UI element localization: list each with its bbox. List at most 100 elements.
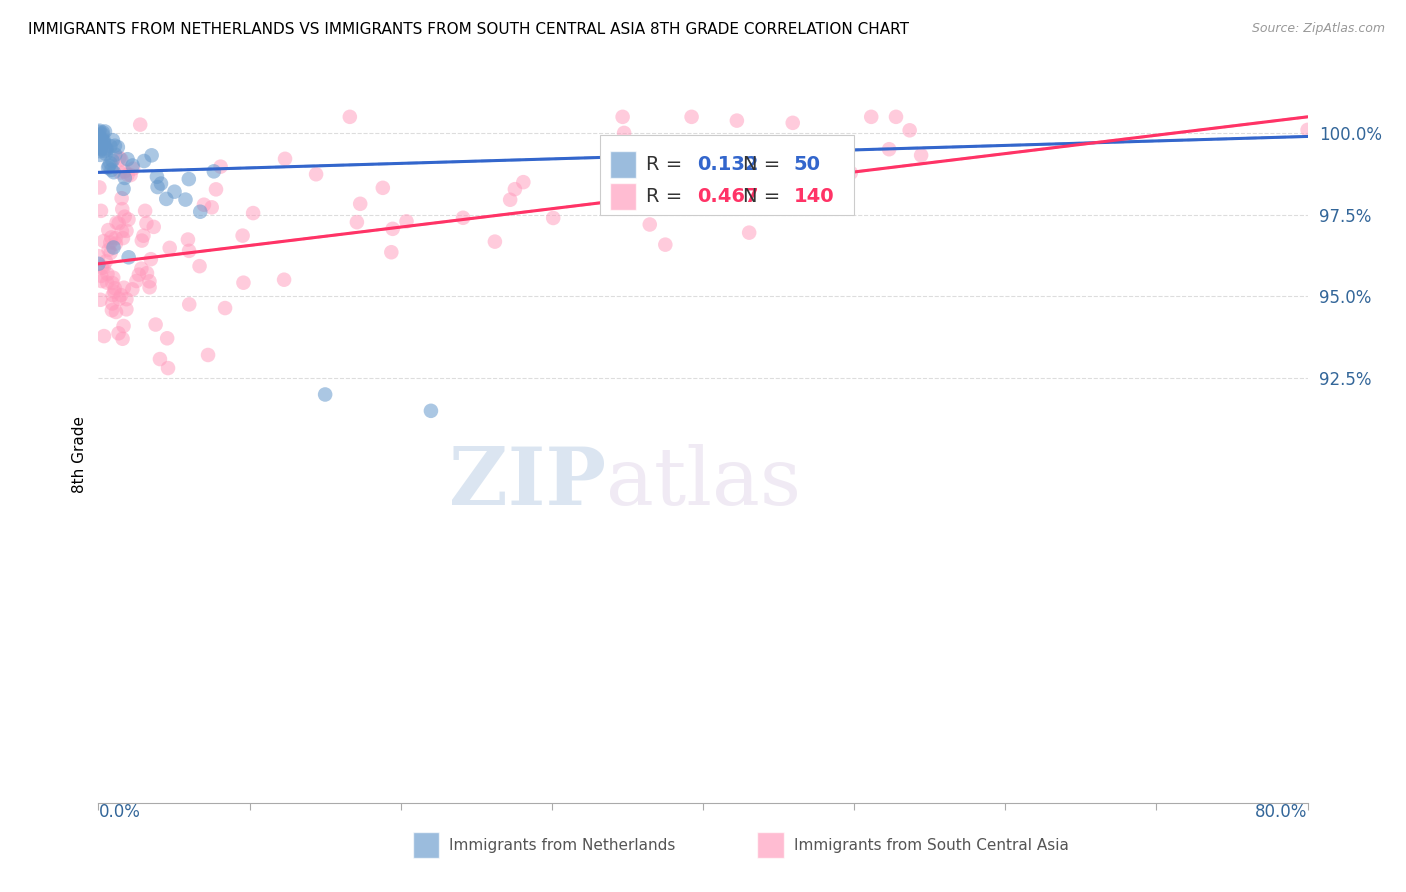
Point xyxy=(90,132,112,146)
Point xyxy=(93,133,115,147)
Point xyxy=(112,318,135,333)
Point xyxy=(782,116,804,130)
Point xyxy=(90,268,112,283)
Point xyxy=(93,136,115,150)
Point xyxy=(101,276,124,290)
Point xyxy=(87,125,110,139)
Point xyxy=(174,193,197,207)
Point xyxy=(484,235,506,249)
Point xyxy=(503,182,526,196)
Point xyxy=(371,181,394,195)
Point xyxy=(146,169,169,184)
Point xyxy=(155,192,177,206)
Point xyxy=(139,252,162,267)
Point xyxy=(188,259,211,273)
Point xyxy=(90,274,112,288)
Point xyxy=(120,168,142,182)
Point xyxy=(121,159,143,173)
Point xyxy=(107,140,129,154)
Point xyxy=(89,148,111,162)
Y-axis label: 8th Grade: 8th Grade xyxy=(72,417,87,493)
Point xyxy=(209,160,232,174)
Point xyxy=(305,167,328,181)
Point xyxy=(94,124,117,138)
FancyBboxPatch shape xyxy=(413,832,440,858)
Point xyxy=(103,270,125,285)
Point xyxy=(91,260,114,275)
Point xyxy=(214,301,236,315)
Point xyxy=(121,282,143,296)
Point xyxy=(339,110,361,124)
Point xyxy=(110,165,132,179)
Point xyxy=(91,126,114,140)
Point xyxy=(112,182,135,196)
Point xyxy=(96,267,118,281)
Point xyxy=(100,163,122,178)
Text: Source: ZipAtlas.com: Source: ZipAtlas.com xyxy=(1251,22,1385,36)
FancyBboxPatch shape xyxy=(610,152,637,178)
FancyBboxPatch shape xyxy=(758,832,785,858)
Point xyxy=(134,203,156,218)
Point xyxy=(100,245,122,260)
Point xyxy=(117,168,139,182)
Point xyxy=(1296,123,1319,137)
Point xyxy=(89,140,111,154)
Point xyxy=(780,192,803,206)
Text: IMMIGRANTS FROM NETHERLANDS VS IMMIGRANTS FROM SOUTH CENTRAL ASIA 8TH GRADE CORR: IMMIGRANTS FROM NETHERLANDS VS IMMIGRANT… xyxy=(28,22,910,37)
Point xyxy=(91,135,114,149)
Point xyxy=(242,206,264,220)
Point xyxy=(96,142,118,156)
Point xyxy=(128,268,150,282)
Point xyxy=(98,159,121,173)
Text: atlas: atlas xyxy=(606,443,801,522)
FancyBboxPatch shape xyxy=(600,135,855,215)
Point xyxy=(145,318,167,332)
Point xyxy=(129,118,152,132)
Point xyxy=(94,254,117,268)
Point xyxy=(112,281,135,295)
Point xyxy=(700,167,723,181)
Point xyxy=(104,231,127,245)
Point xyxy=(111,231,134,245)
FancyBboxPatch shape xyxy=(610,184,637,210)
Point xyxy=(110,153,132,167)
Point xyxy=(681,110,703,124)
Point xyxy=(103,285,125,299)
Point xyxy=(193,198,215,212)
Point xyxy=(177,244,200,258)
Point xyxy=(512,175,534,189)
Point xyxy=(756,154,779,169)
Point xyxy=(395,214,418,228)
Point xyxy=(314,387,336,401)
Point xyxy=(232,228,254,243)
Point xyxy=(93,329,115,343)
Text: 0.0%: 0.0% xyxy=(98,803,141,821)
Point xyxy=(612,110,634,124)
Point xyxy=(541,211,564,225)
Point xyxy=(638,218,661,232)
Point xyxy=(860,110,883,124)
Point xyxy=(90,203,112,218)
Point xyxy=(87,257,110,271)
Point xyxy=(910,148,932,162)
Point xyxy=(110,288,132,302)
Text: R =: R = xyxy=(647,187,682,206)
Point xyxy=(381,222,404,236)
Point xyxy=(103,240,125,254)
Point xyxy=(197,348,219,362)
Point xyxy=(114,164,136,178)
Point xyxy=(94,141,117,155)
Point xyxy=(115,302,138,317)
Point xyxy=(274,152,297,166)
Point xyxy=(97,223,120,237)
Point xyxy=(346,215,368,229)
Text: 140: 140 xyxy=(793,187,834,206)
Text: N =: N = xyxy=(742,155,780,174)
Point xyxy=(131,261,153,276)
Point xyxy=(202,164,225,178)
Point xyxy=(201,200,224,214)
Point xyxy=(105,216,128,230)
Point xyxy=(273,273,295,287)
Point xyxy=(205,182,228,196)
Text: Immigrants from Netherlands: Immigrants from Netherlands xyxy=(449,838,675,854)
